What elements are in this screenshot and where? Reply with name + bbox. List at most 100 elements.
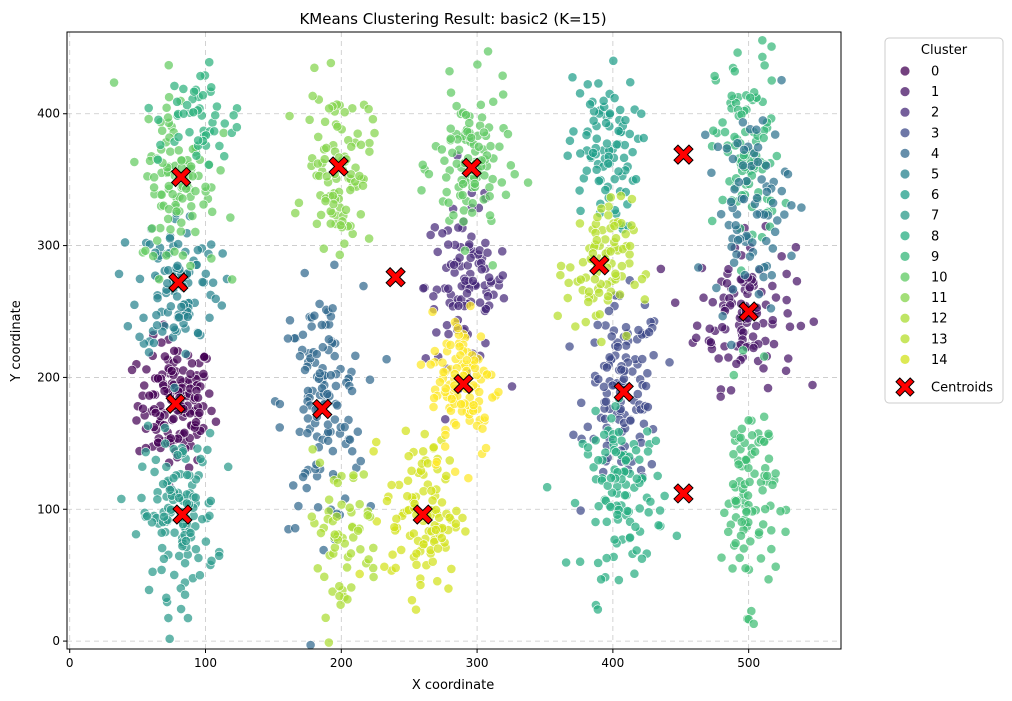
data-point [165, 484, 175, 495]
data-point [750, 446, 760, 457]
data-point [768, 198, 778, 208]
data-point [600, 185, 611, 195]
data-point [396, 545, 407, 555]
data-point [416, 185, 427, 196]
data-point [568, 429, 579, 440]
data-point [585, 99, 595, 110]
data-point [733, 177, 744, 188]
data-point [309, 310, 320, 321]
data-point [775, 506, 786, 517]
data-point [317, 342, 328, 353]
data-point [407, 595, 417, 606]
data-point [766, 41, 777, 52]
data-point [565, 262, 576, 273]
data-point [363, 104, 374, 114]
data-point [460, 526, 471, 537]
data-point [369, 128, 380, 138]
data-point [691, 332, 702, 343]
data-point [347, 386, 357, 396]
data-point [122, 321, 133, 332]
data-point [769, 339, 779, 349]
data-point [313, 502, 323, 513]
data-point [767, 315, 778, 326]
data-point [736, 517, 747, 527]
data-point [206, 239, 217, 250]
data-point [445, 340, 456, 350]
data-point [114, 269, 124, 279]
data-point [160, 423, 170, 433]
data-point [371, 516, 382, 527]
data-point [169, 81, 180, 91]
data-point [176, 155, 187, 166]
data-point [227, 274, 238, 285]
data-point [605, 246, 616, 257]
data-point [365, 374, 375, 385]
centroid-marker [170, 166, 192, 188]
data-point [144, 347, 154, 358]
data-point [371, 437, 382, 447]
data-point [582, 421, 593, 432]
data-point [561, 557, 572, 568]
data-point [428, 442, 439, 453]
data-point [760, 504, 771, 514]
data-point [358, 469, 369, 480]
data-point [727, 563, 738, 574]
data-point [581, 130, 592, 141]
data-point [627, 147, 638, 158]
data-point [638, 133, 649, 143]
data-point [147, 566, 158, 577]
data-point [274, 399, 285, 409]
data-point [341, 204, 351, 215]
data-point [150, 454, 161, 465]
data-point [444, 66, 455, 77]
data-point [190, 521, 201, 532]
data-point [483, 46, 493, 57]
data-point [127, 365, 137, 375]
data-point [174, 551, 185, 561]
data-point [290, 523, 301, 534]
data-point [180, 558, 190, 569]
data-point [728, 449, 739, 460]
data-point [429, 222, 440, 233]
data-point [653, 520, 664, 531]
y-tick-label: 0 [52, 634, 60, 648]
data-point [319, 571, 330, 582]
data-point [473, 141, 484, 152]
data-point [219, 151, 230, 162]
data-point [323, 334, 334, 345]
data-point [440, 430, 451, 440]
data-point [757, 115, 768, 126]
data-point [136, 493, 147, 503]
data-point [183, 613, 193, 623]
data-point [770, 226, 781, 237]
centroid-marker [589, 255, 610, 276]
data-point [204, 312, 215, 323]
data-point [164, 633, 175, 644]
data-point [208, 277, 219, 288]
data-point [301, 483, 312, 493]
data-point [419, 429, 430, 439]
legend-label: 7 [931, 209, 939, 224]
data-point [329, 529, 340, 540]
data-point [316, 210, 326, 220]
legend-label: 6 [931, 188, 939, 203]
data-point [443, 197, 454, 208]
data-point [143, 420, 153, 431]
data-point [575, 218, 585, 229]
data-point [591, 235, 602, 246]
data-point [568, 126, 579, 137]
data-point [355, 456, 366, 466]
data-point [671, 530, 682, 541]
data-point [446, 87, 456, 98]
data-point [314, 298, 325, 309]
data-point [596, 574, 606, 585]
data-point [717, 195, 728, 205]
data-point [304, 114, 315, 125]
data-point [209, 126, 220, 137]
data-point [467, 207, 478, 218]
data-point [772, 215, 783, 226]
legend-label: 0 [931, 65, 939, 80]
data-point [223, 461, 234, 472]
data-point [611, 139, 622, 150]
data-point [312, 563, 323, 574]
